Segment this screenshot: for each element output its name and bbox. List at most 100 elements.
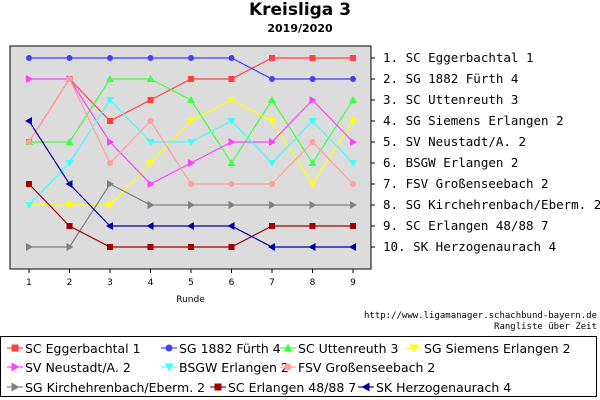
standings-label: 6. BSGW Erlangen 2 (383, 155, 518, 170)
data-point (309, 76, 316, 82)
legend-label: SG Kirchehrenbach/Eberm. 2 (25, 379, 206, 395)
data-point (349, 96, 357, 103)
standings-label: 7. FSV Großenseebach 2 (383, 176, 549, 191)
data-point (26, 55, 32, 61)
data-point (147, 180, 155, 188)
standings-label: 8. SG Kirchehrenbach/Eberm. 2 (383, 197, 600, 212)
data-point (228, 244, 235, 250)
standings-label: 2. SG 1882 Fürth 4 (383, 71, 518, 86)
data-point (268, 96, 276, 103)
data-point (309, 55, 316, 61)
data-point (65, 180, 73, 188)
data-point (25, 202, 33, 209)
data-point (146, 75, 155, 82)
legend-marker-icon (210, 383, 226, 391)
x-tick-label: 7 (269, 278, 275, 288)
legend-marker-icon (7, 382, 23, 392)
data-point (349, 243, 356, 251)
legend-item: SC Eggerbachtal 1 (7, 339, 141, 357)
data-point (107, 55, 113, 61)
data-point (106, 75, 114, 82)
standings-label: 3. SC Uttenreuth 3 (383, 92, 518, 107)
legend-item: FSV Großenseebach 2 (280, 358, 435, 376)
legend-label: SK Herzogenaurach 4 (376, 379, 512, 395)
data-point (188, 244, 194, 250)
data-point (227, 222, 235, 230)
data-point (350, 138, 357, 146)
legend-item: SV Neustadt/A. 2 (7, 358, 131, 376)
x-tick-label: 2 (67, 278, 73, 288)
data-point (227, 159, 236, 166)
data-point (228, 76, 235, 82)
data-point (188, 55, 194, 61)
data-point (107, 244, 113, 250)
chart-title: Kreisliga 3 (248, 0, 352, 20)
chart-subtitle: 2019/2020 (267, 22, 333, 35)
series-line (25, 75, 357, 166)
data-point (147, 55, 154, 61)
data-point (228, 181, 235, 187)
legend-item: SG Kirchehrenbach/Eberm. 2 (7, 378, 205, 396)
data-point (66, 223, 73, 229)
data-point (350, 181, 356, 187)
data-point (187, 118, 195, 125)
data-point (269, 138, 276, 146)
series-line (26, 180, 357, 251)
data-point (26, 181, 32, 187)
series-line (26, 181, 356, 250)
series-line (25, 97, 357, 209)
standings-label: 5. SV Neustadt/A. 2 (383, 134, 526, 149)
legend-label: SC Erlangen 48/88 7 (228, 379, 357, 395)
series-line (26, 75, 357, 188)
data-point (66, 55, 73, 61)
data-point (106, 222, 113, 230)
chart-legend: SC Eggerbachtal 1 SG 1882 Fürth 4 SC Utten… (0, 336, 597, 397)
data-point (309, 201, 317, 209)
data-point (349, 160, 357, 167)
data-point (269, 181, 275, 187)
legend-marker-icon (161, 344, 177, 352)
legend-label: FSV Großenseebach 2 (298, 359, 436, 375)
data-point (147, 244, 154, 250)
legend-label: BSGW Erlangen 2 (179, 359, 289, 375)
data-point (309, 223, 316, 229)
legend-marker-icon (280, 343, 296, 352)
x-axis-label: Runde (176, 295, 205, 305)
legend-label: SG Siemens Erlangen 2 (424, 340, 571, 356)
data-point (25, 117, 32, 125)
data-point (107, 138, 114, 146)
data-point (308, 243, 316, 251)
data-point (187, 139, 195, 146)
series-line (25, 97, 357, 209)
legend-item: BSGW Erlangen 2 (161, 358, 289, 376)
data-point (228, 138, 236, 146)
data-point (65, 138, 74, 145)
legend-item: SG Siemens Erlangen 2 (406, 339, 571, 357)
legend-marker-icon (7, 362, 23, 372)
legend-marker-icon (280, 363, 296, 371)
source-url: http://www.ligamanager.schachbund-bayern… (364, 311, 597, 321)
legend-item: SK Herzogenaurach 4 (358, 378, 511, 396)
data-point (188, 159, 195, 167)
data-point (350, 55, 356, 61)
legend-item: SC Erlangen 48/88 7 (210, 378, 356, 396)
data-point (308, 159, 317, 166)
x-tick-label: 3 (107, 278, 113, 288)
x-tick-label: 8 (310, 278, 316, 288)
data-point (106, 97, 114, 104)
legend-item: SC Uttenreuth 3 (280, 339, 398, 357)
data-point (66, 76, 73, 82)
series-line (25, 117, 356, 251)
legend-label: SV Neustadt/A. 2 (25, 359, 131, 375)
data-point (147, 201, 155, 209)
data-point (146, 222, 154, 230)
data-point (349, 118, 357, 125)
data-point (146, 160, 155, 167)
data-point (227, 97, 236, 104)
data-point (268, 243, 275, 251)
standings-label: 9. SC Erlangen 48/88 7 (383, 218, 549, 233)
data-point (146, 139, 155, 146)
standings-label: 1. SC Eggerbachtal 1 (383, 50, 534, 65)
chart-note: Rangliste über Zeit (494, 322, 597, 332)
data-point (188, 76, 194, 82)
